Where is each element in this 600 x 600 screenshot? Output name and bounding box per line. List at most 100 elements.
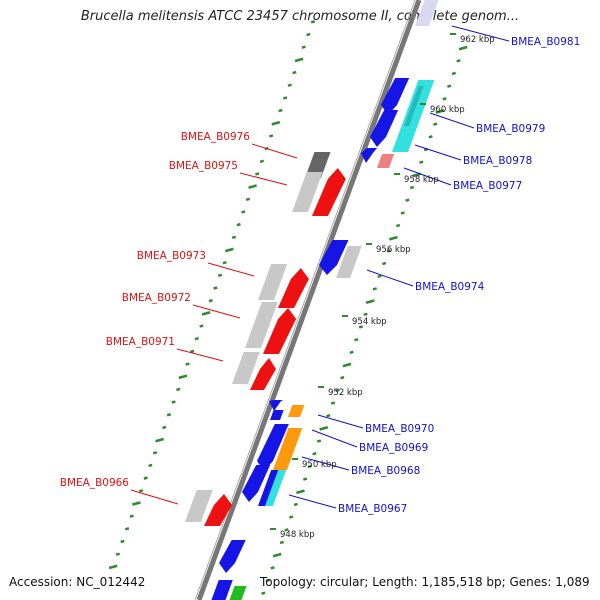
leader-line-right [317, 414, 364, 429]
gene-features [185, 0, 439, 600]
gene-blue-block [211, 580, 233, 600]
bp-tick-labels: 962 kbp 960 kbp 958 kbp 956 kbp 954 kbp 952 k… [270, 33, 495, 540]
leader-line-right [366, 269, 414, 287]
bp-tick-label: 958 kbp [404, 175, 439, 185]
gene-cyan-block [265, 470, 287, 506]
minor-tick-right [442, 97, 447, 101]
gene-red-arrow [278, 268, 309, 308]
leader-line-right [403, 167, 452, 186]
leader-line-right [301, 456, 350, 471]
gene-cyan-shade [404, 86, 424, 126]
gene-orange-block [273, 428, 303, 470]
minor-tick-right [456, 59, 461, 63]
label-leader-lines [130, 25, 510, 509]
bp-tick-label: 950 kbp [302, 460, 337, 470]
minor-tick-left [143, 476, 148, 480]
minor-tick-right [326, 413, 331, 418]
leader-line-right [451, 25, 510, 42]
minor-tick-right [365, 299, 375, 304]
minor-tick-right [377, 274, 382, 278]
minor-tick-right [293, 502, 298, 507]
minor-tick-left [199, 324, 204, 328]
minor-tick-left [108, 564, 118, 570]
minor-tick-left [124, 527, 130, 531]
minor-tick-right [428, 135, 433, 139]
minor-tick-left [310, 20, 316, 24]
chromosome-backbone-highlight [194, 0, 416, 600]
minor-tick-left [231, 235, 237, 240]
minor-tick-right [395, 223, 401, 228]
minor-tick-right [458, 45, 468, 51]
leader-line-left [207, 262, 255, 277]
gene-label-right: BMEA_B0969 [359, 442, 428, 454]
minor-tick-right [261, 591, 266, 595]
gene-red-arrow [312, 168, 346, 216]
minor-tick-right [319, 426, 329, 431]
minor-tick-left [185, 362, 190, 366]
gene-label-right: BMEA_B0968 [351, 465, 420, 477]
gene-blue-small [361, 148, 378, 163]
gene-blue-arrow [381, 78, 410, 115]
minor-tick-right [372, 287, 377, 291]
minor-tick-left [269, 134, 274, 138]
gene-label-left: BMEA_B0975 [169, 160, 238, 172]
minor-tick-right [279, 540, 285, 545]
gene-cyan-block [392, 80, 435, 152]
gene-blue-arrow [319, 240, 349, 275]
gene-red-arrow [250, 358, 276, 390]
bp-tick-label: 956 kbp [376, 245, 411, 255]
minor-tick-left [259, 159, 265, 163]
minor-tick-right [270, 566, 275, 570]
minor-tick-right [316, 439, 322, 443]
gene-label-left: BMEA_B0976 [181, 131, 251, 143]
chromosome-backbone [196, 0, 422, 600]
gene-red-arrow [263, 308, 297, 354]
minor-tick-left [162, 425, 167, 430]
minor-tick-right [289, 515, 294, 519]
minor-tick-right [409, 185, 415, 190]
leader-line-left [251, 143, 298, 159]
gene-gray-block [245, 302, 278, 348]
minor-tick-left [306, 32, 311, 37]
minor-tick-left [248, 184, 257, 189]
minor-tick-right [307, 464, 312, 469]
minor-tick-left [194, 337, 199, 341]
minor-tick-left [120, 539, 125, 544]
gene-label-right: BMEA_B0977 [453, 180, 522, 192]
minor-tick-right [340, 375, 345, 380]
minor-tick-left [236, 222, 241, 227]
minor-tick-left [171, 400, 176, 404]
minor-tick-left [138, 489, 144, 493]
gene-label-left: BMEA_B0966 [60, 477, 130, 489]
leader-line-left [130, 489, 179, 505]
minor-tick-right [433, 122, 438, 126]
gene-darkgray-block [305, 152, 331, 178]
leader-line-right [429, 112, 475, 129]
minor-tick-left [213, 286, 218, 290]
gene-green-block [229, 586, 247, 600]
bp-tick-label: 954 kbp [352, 317, 387, 327]
minor-tick-right [272, 552, 282, 558]
minor-tick-right [405, 198, 410, 202]
minor-tick-right [451, 71, 456, 76]
gene-gray-block [232, 352, 260, 384]
leader-line-left [239, 172, 288, 186]
leader-line-right [311, 429, 358, 448]
minor-tick-right [435, 109, 445, 114]
leader-line-left [192, 304, 241, 319]
minor-tick-left [208, 298, 213, 303]
gene-label-right: BMEA_B0981 [511, 36, 580, 48]
minor-tick-left [301, 45, 306, 49]
gene-label-right: BMEA_B0974 [415, 281, 485, 293]
gene-gray-block [185, 490, 213, 522]
gene-labels: BMEA_B0976 BMEA_B0975 BMEA_B0973 BMEA_B0972… [60, 36, 581, 515]
minor-tick-left [222, 260, 227, 265]
gene-blue-small [269, 400, 284, 411]
minor-tick-left [255, 172, 260, 176]
minor-tick-right [330, 401, 336, 405]
minor-tick-left [155, 437, 165, 443]
minor-tick-left [129, 514, 134, 518]
minor-tick-left [166, 413, 172, 417]
